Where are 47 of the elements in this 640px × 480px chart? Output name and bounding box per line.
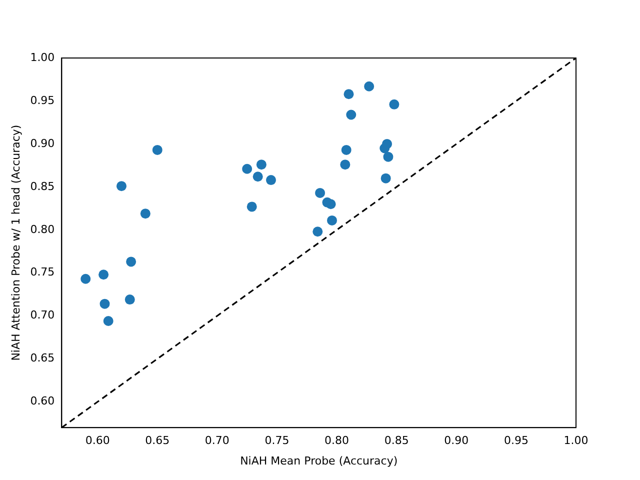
x-tick-label: 0.80 bbox=[324, 434, 350, 448]
point bbox=[315, 188, 326, 198]
y-tick-label: 0.75 bbox=[30, 266, 55, 279]
point bbox=[152, 144, 162, 155]
point bbox=[124, 294, 135, 305]
point bbox=[326, 199, 336, 210]
point bbox=[344, 89, 354, 100]
point bbox=[327, 215, 338, 226]
y-tick-label: 0.60 bbox=[30, 394, 55, 408]
point bbox=[364, 81, 374, 92]
point bbox=[389, 99, 400, 110]
x-tick-label: 0.75 bbox=[264, 434, 290, 448]
point bbox=[116, 181, 126, 192]
x-tick-label: 0.70 bbox=[204, 434, 230, 448]
y-tick-label: 0.70 bbox=[30, 308, 55, 322]
y-tick-label: 1.00 bbox=[30, 50, 55, 64]
x-tick-label: 1.00 bbox=[564, 434, 588, 448]
y-tick-label: 0.80 bbox=[30, 222, 55, 236]
point bbox=[103, 316, 114, 326]
point bbox=[341, 144, 352, 155]
point bbox=[246, 202, 257, 212]
point bbox=[252, 172, 263, 182]
point bbox=[126, 256, 136, 267]
point bbox=[140, 208, 150, 219]
x-tick-label: 0.60 bbox=[85, 434, 110, 448]
x-tick-label: 0.65 bbox=[145, 434, 170, 448]
y-tick-label: 0.95 bbox=[30, 94, 55, 107]
y-tick-label: 0.90 bbox=[30, 136, 55, 150]
x-tick-label: 0.95 bbox=[504, 434, 528, 448]
point bbox=[242, 164, 252, 174]
x-tick-label: 0.90 bbox=[444, 434, 469, 448]
point bbox=[383, 152, 394, 162]
point bbox=[380, 173, 391, 184]
x-tick-label: 0.85 bbox=[384, 434, 409, 448]
point bbox=[346, 110, 356, 120]
point bbox=[340, 160, 350, 170]
point bbox=[382, 138, 392, 149]
x-axis-title: NiAH Mean Probe (Accuracy) bbox=[240, 454, 398, 468]
y-axis-title: NiAH Attention Probe w/ 1 head (Accuracy) bbox=[9, 124, 22, 361]
point bbox=[80, 274, 91, 284]
point bbox=[256, 160, 266, 170]
point bbox=[100, 298, 110, 309]
y-tick-label: 0.85 bbox=[30, 180, 55, 193]
y-tick-label: 0.65 bbox=[30, 352, 55, 365]
point bbox=[98, 270, 109, 280]
point bbox=[266, 175, 276, 186]
point bbox=[312, 226, 323, 237]
